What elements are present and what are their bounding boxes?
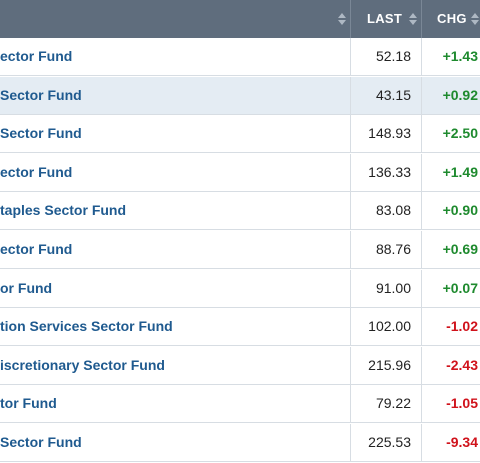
sort-icon[interactable] [409, 13, 417, 25]
price-change-cell: -1.05 [421, 385, 480, 423]
chg-header-label: CHG [437, 11, 467, 26]
fund-name-cell: ector Fund [0, 231, 350, 268]
price-change-cell: -2.43 [421, 346, 480, 384]
fund-name-cell: tor Fund [0, 385, 350, 422]
table-row[interactable]: iscretionary Sector Fund 215.96 -2.43 [0, 346, 480, 385]
name-column-header[interactable] [0, 0, 350, 38]
price-change-cell: -9.34 [421, 424, 480, 461]
table-row[interactable]: tor Fund 79.22 -1.05 [0, 385, 480, 424]
fund-name-cell: iscretionary Sector Fund [0, 347, 350, 384]
last-price-cell: 91.00 [350, 269, 421, 307]
fund-name-cell: ector Fund [0, 154, 350, 191]
fund-name-cell: Sector Fund [0, 115, 350, 152]
last-price-cell: 102.00 [350, 308, 421, 346]
last-price-cell: 225.53 [350, 424, 421, 461]
table-row[interactable]: ector Fund 88.76 +0.69 [0, 231, 480, 269]
sort-icon[interactable] [338, 13, 346, 25]
price-change-cell: +2.50 [421, 115, 480, 153]
last-price-cell: 43.15 [350, 76, 421, 114]
fund-name-link[interactable]: Sector Fund [0, 434, 82, 450]
last-price-cell: 52.18 [350, 38, 421, 75]
fund-name-cell: Sector Fund [0, 77, 350, 114]
sort-icon[interactable] [471, 13, 479, 25]
table-row[interactable]: Sector Fund 43.15 +0.92 [0, 76, 480, 115]
price-change-cell: +1.49 [421, 153, 480, 191]
last-price-cell: 148.93 [350, 115, 421, 153]
table-row[interactable]: ector Fund 136.33 +1.49 [0, 153, 480, 192]
price-change-cell: +0.69 [421, 231, 480, 268]
fund-name-link[interactable]: taples Sector Fund [0, 202, 127, 219]
table-row[interactable]: Sector Fund 148.93 +2.50 [0, 115, 480, 154]
fund-name-link[interactable]: or Fund [0, 279, 53, 296]
price-change-cell: +1.43 [421, 38, 480, 75]
last-price-cell: 215.96 [350, 346, 421, 384]
fund-name-cell: ector Fund [0, 38, 350, 75]
price-change-cell: +0.92 [421, 76, 480, 114]
table-row[interactable]: or Fund 91.00 +0.07 [0, 269, 480, 308]
fund-name-link[interactable]: tion Services Sector Fund [0, 318, 173, 335]
price-change-cell: -1.02 [421, 308, 480, 346]
last-header-label: LAST [367, 11, 403, 26]
fund-name-link[interactable]: ector Fund [0, 163, 73, 180]
fund-name-link[interactable]: Sector Fund [0, 86, 82, 103]
table-row[interactable]: tion Services Sector Fund 102.00 -1.02 [0, 308, 480, 347]
fund-name-link[interactable]: ector Fund [0, 48, 73, 64]
fund-name-cell: Sector Fund [0, 424, 350, 461]
table-row[interactable]: taples Sector Fund 83.08 +0.90 [0, 192, 480, 231]
last-column-header[interactable]: LAST [350, 0, 421, 38]
table-header: LAST CHG [0, 0, 480, 38]
last-price-cell: 136.33 [350, 153, 421, 191]
fund-name-link[interactable]: iscretionary Sector Fund [0, 356, 165, 373]
fund-name-cell: tion Services Sector Fund [0, 308, 350, 345]
table-row[interactable]: ector Fund 52.18 +1.43 [0, 38, 480, 76]
fund-name-link[interactable]: tor Fund [0, 395, 57, 412]
last-price-cell: 83.08 [350, 192, 421, 230]
last-price-cell: 88.76 [350, 231, 421, 268]
chg-column-header[interactable]: CHG [421, 0, 480, 38]
fund-name-cell: taples Sector Fund [0, 192, 350, 229]
table-row[interactable]: Sector Fund 225.53 -9.34 [0, 424, 480, 462]
fund-name-link[interactable]: Sector Fund [0, 125, 82, 142]
price-change-cell: +0.90 [421, 192, 480, 230]
price-change-cell: +0.07 [421, 269, 480, 307]
fund-name-link[interactable]: ector Fund [0, 241, 73, 257]
last-price-cell: 79.22 [350, 385, 421, 423]
fund-name-cell: or Fund [0, 270, 350, 307]
